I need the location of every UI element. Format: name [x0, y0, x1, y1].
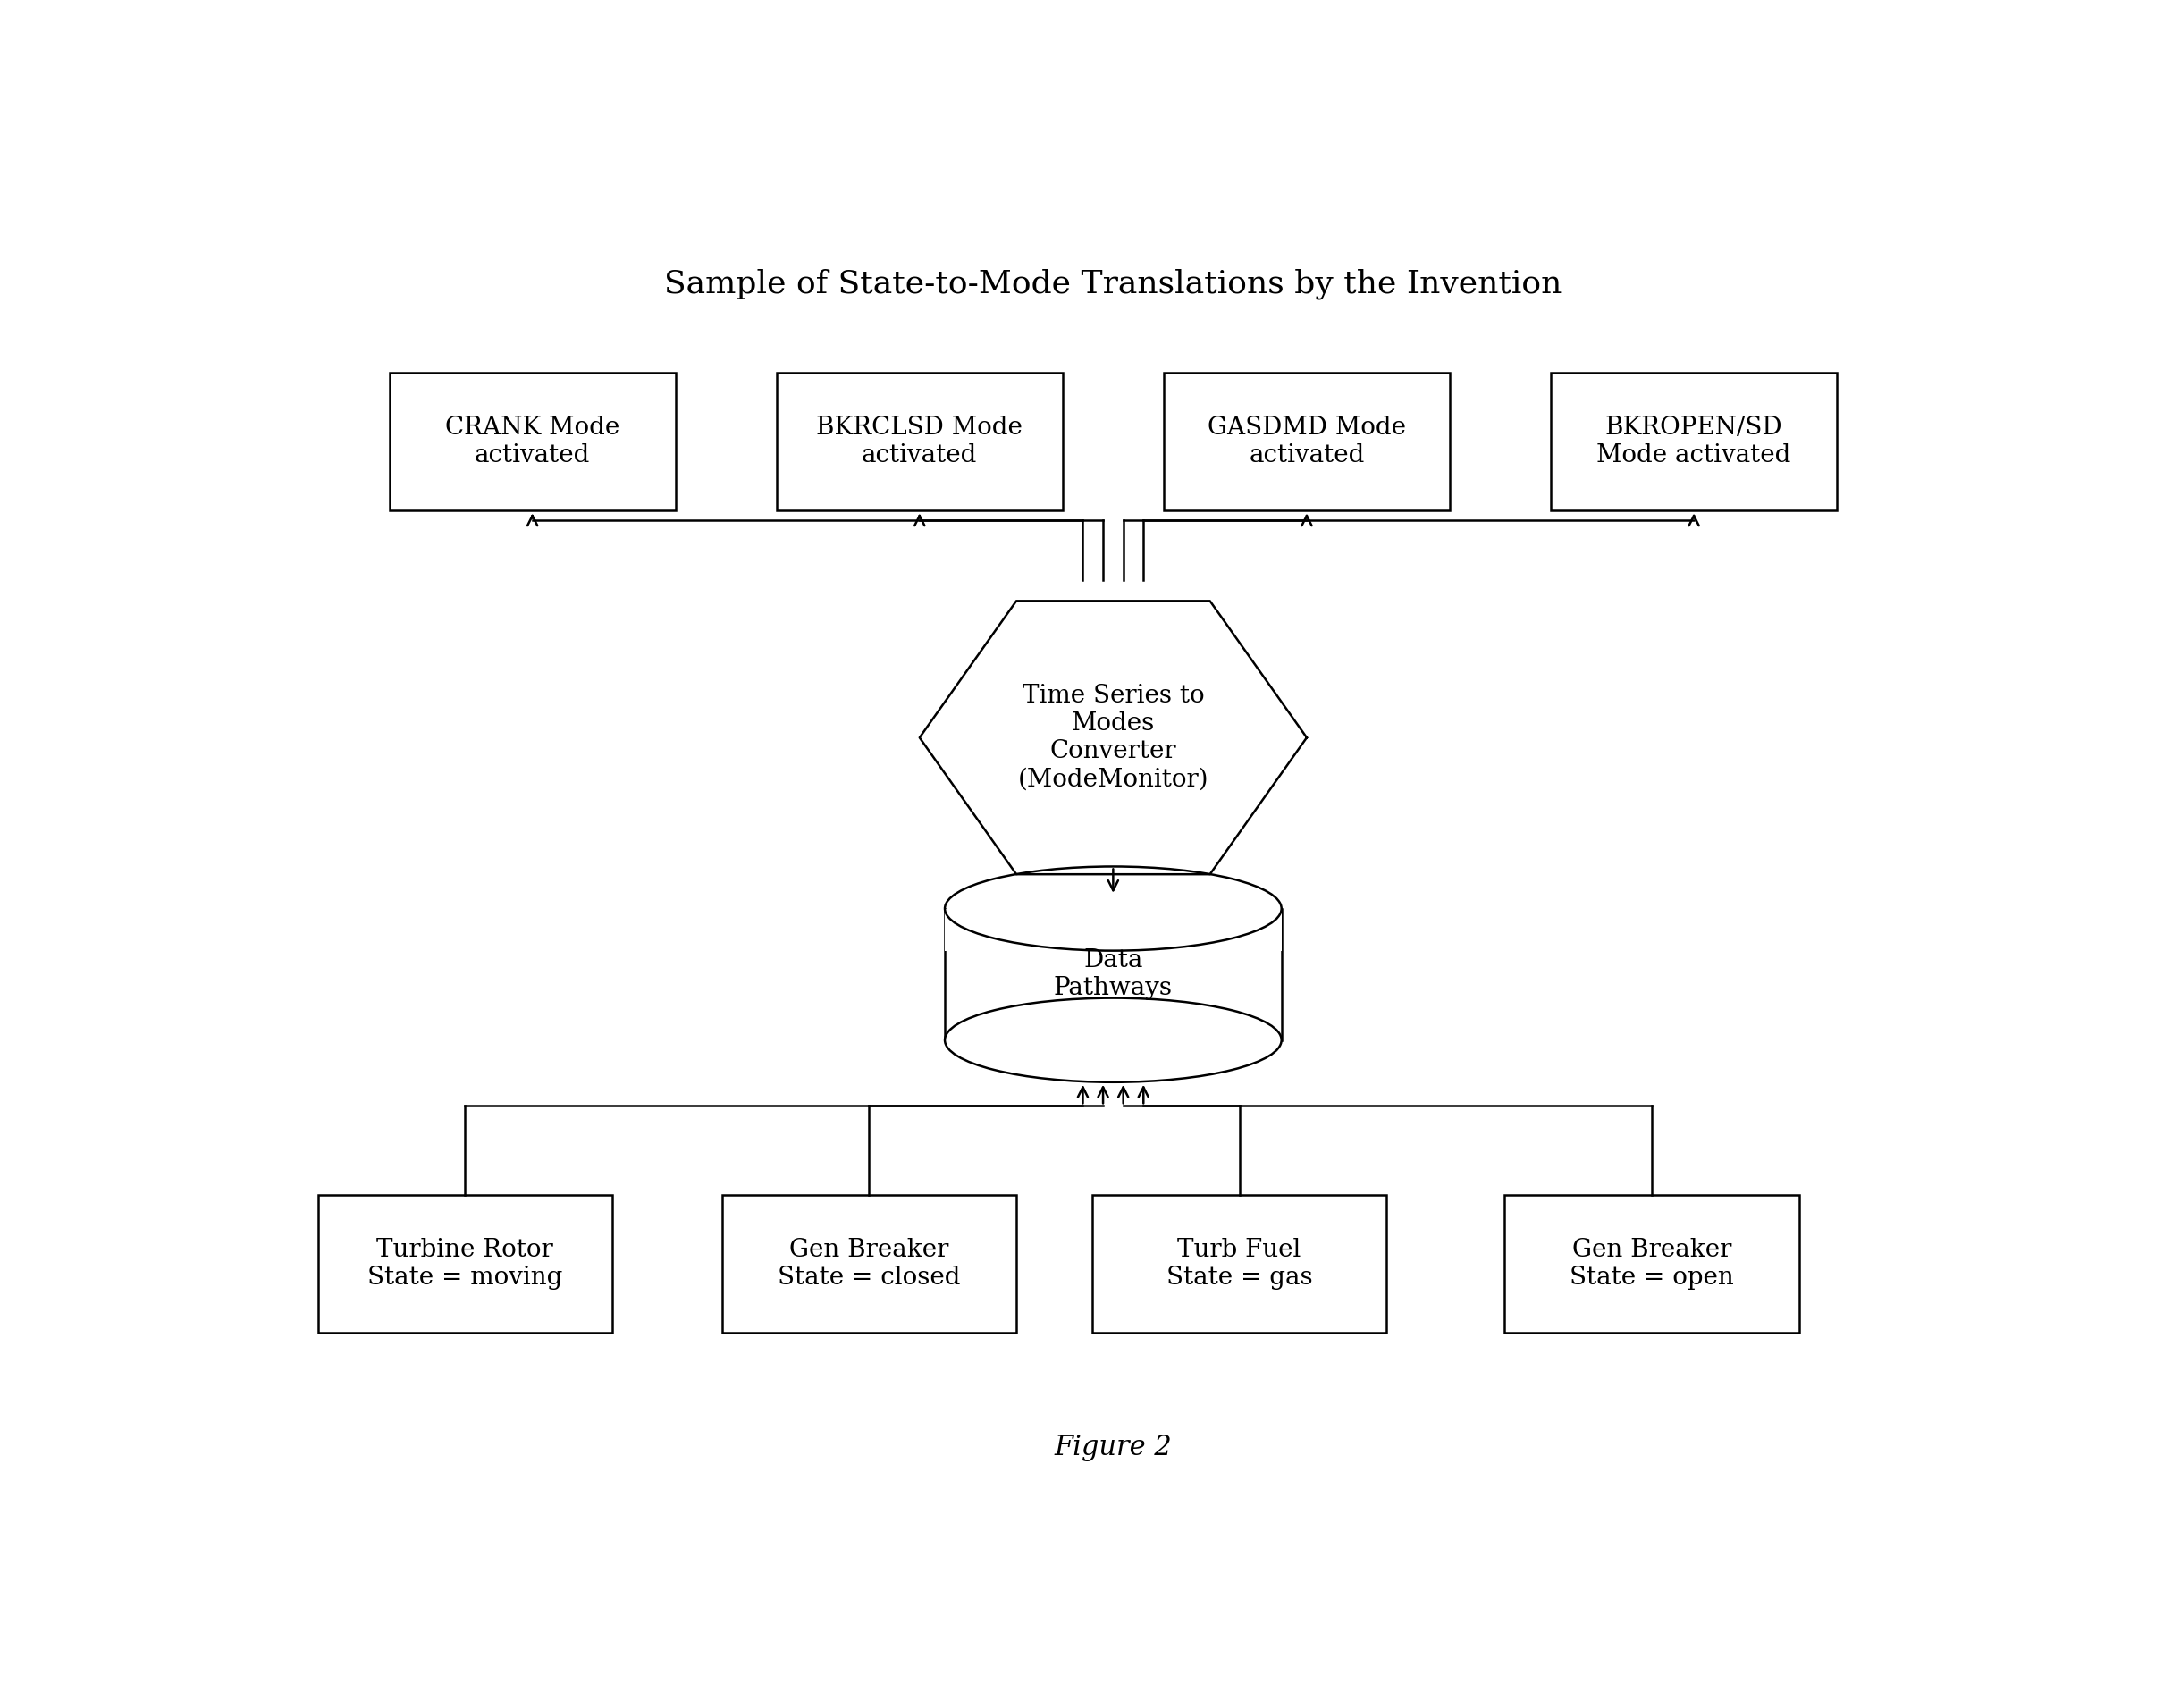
Text: BKRCLSD Mode
activated: BKRCLSD Mode activated: [817, 415, 1023, 468]
Text: Turbine Rotor
State = moving: Turbine Rotor State = moving: [367, 1238, 563, 1290]
Text: Time Series to
Modes
Converter
(ModeMonitor): Time Series to Modes Converter (ModeMoni…: [1019, 683, 1208, 791]
Text: Gen Breaker
State = closed: Gen Breaker State = closed: [778, 1238, 960, 1290]
Bar: [317, 1194, 613, 1332]
Bar: [721, 1194, 1016, 1332]
Text: Gen Breaker
State = open: Gen Breaker State = open: [1570, 1238, 1733, 1290]
Bar: [389, 372, 675, 511]
Text: GASDMD Mode
activated: GASDMD Mode activated: [1208, 415, 1405, 468]
Bar: [1551, 372, 1838, 511]
Text: BKROPEN/SD
Mode activated: BKROPEN/SD Mode activated: [1596, 415, 1792, 468]
Bar: [945, 909, 1281, 1040]
Polygon shape: [919, 601, 1308, 874]
Bar: [778, 372, 1062, 511]
Text: Data
Pathways: Data Pathways: [1053, 948, 1173, 1001]
Text: Figure 2: Figure 2: [1053, 1435, 1173, 1462]
Text: Turb Fuel
State = gas: Turb Fuel State = gas: [1166, 1238, 1312, 1290]
Ellipse shape: [945, 997, 1281, 1083]
Text: Sample of State-to-Mode Translations by the Invention: Sample of State-to-Mode Translations by …: [665, 268, 1562, 299]
Text: CRANK Mode
activated: CRANK Mode activated: [445, 415, 619, 468]
Bar: [945, 909, 1281, 951]
Bar: [1505, 1194, 1798, 1332]
Bar: [1164, 372, 1451, 511]
Bar: [1093, 1194, 1386, 1332]
